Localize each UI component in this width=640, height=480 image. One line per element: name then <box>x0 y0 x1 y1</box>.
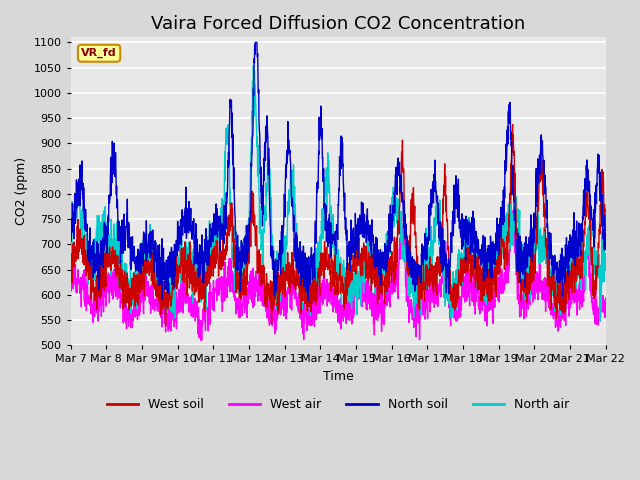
Text: VR_fd: VR_fd <box>81 48 117 59</box>
Title: Vaira Forced Diffusion CO2 Concentration: Vaira Forced Diffusion CO2 Concentration <box>151 15 525 33</box>
Legend: West soil, West air, North soil, North air: West soil, West air, North soil, North a… <box>102 393 574 416</box>
Y-axis label: CO2 (ppm): CO2 (ppm) <box>15 157 28 225</box>
X-axis label: Time: Time <box>323 370 353 383</box>
